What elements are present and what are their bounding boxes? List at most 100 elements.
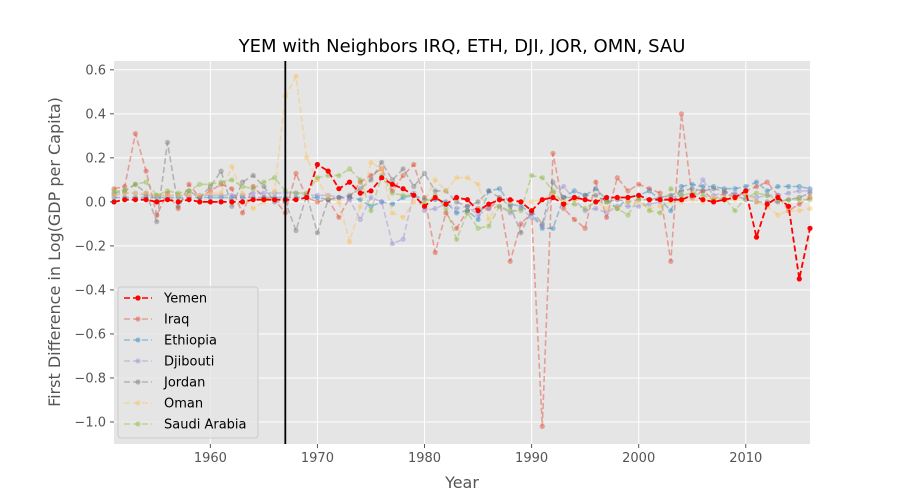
point-oman <box>711 194 717 201</box>
point-oman <box>239 190 246 196</box>
point-jordan <box>336 194 342 201</box>
point-iraq <box>507 258 513 264</box>
point-ethiopia <box>550 225 556 231</box>
point-iraq <box>154 212 160 218</box>
point-yemen <box>807 225 813 231</box>
point-iraq <box>132 131 138 137</box>
point-ethiopia <box>496 186 503 192</box>
point-djibouti <box>293 190 299 196</box>
point-djibouti <box>582 208 588 214</box>
point-djibouti <box>357 216 363 223</box>
point-iraq <box>753 183 760 190</box>
point-djibouti <box>529 214 535 220</box>
point-saudi-arabia <box>443 205 449 212</box>
point-iraq <box>604 214 610 220</box>
point-yemen <box>743 188 749 194</box>
point-saudi-arabia <box>614 205 620 212</box>
point-saudi-arabia <box>678 192 685 198</box>
point-iraq <box>111 186 117 192</box>
point-djibouti <box>539 223 545 229</box>
point-saudi-arabia <box>518 208 524 214</box>
point-iraq <box>518 221 524 227</box>
point-jordan <box>593 192 599 198</box>
point-iraq <box>764 179 770 185</box>
point-djibouti <box>132 190 138 196</box>
legend-label: Iraq <box>164 313 189 328</box>
point-jordan <box>700 188 706 194</box>
point-jordan <box>550 179 556 185</box>
point-djibouti <box>753 194 760 201</box>
point-djibouti <box>721 190 727 196</box>
point-iraq <box>700 188 706 194</box>
point-saudi-arabia <box>122 188 128 194</box>
point-ethiopia <box>325 197 331 203</box>
point-saudi-arabia <box>464 210 470 216</box>
point-iraq <box>389 188 395 194</box>
point-djibouti <box>314 192 320 198</box>
point-jordan <box>432 188 438 194</box>
point-yemen <box>507 197 513 203</box>
point-ethiopia <box>336 194 342 201</box>
point-ethiopia <box>486 188 492 194</box>
point-yemen <box>486 201 492 207</box>
legend-swatch-marker <box>135 400 141 406</box>
point-oman <box>314 177 320 183</box>
point-djibouti <box>507 210 513 216</box>
point-jordan <box>689 186 695 192</box>
point-jordan <box>111 190 117 196</box>
point-saudi-arabia <box>229 177 235 183</box>
point-ethiopia <box>475 216 481 223</box>
point-djibouti <box>646 201 653 207</box>
point-jordan <box>261 183 267 190</box>
point-yemen <box>796 276 802 282</box>
point-saudi-arabia <box>400 192 406 198</box>
legend-label: Saudi Arabia <box>164 418 247 433</box>
point-iraq <box>229 186 235 192</box>
point-yemen <box>475 208 481 214</box>
point-yemen <box>571 194 578 201</box>
point-oman <box>614 205 620 212</box>
point-iraq <box>432 249 438 256</box>
point-ethiopia <box>400 194 406 201</box>
point-jordan <box>218 168 224 174</box>
point-yemen <box>293 197 299 203</box>
legend-swatch-marker <box>135 316 141 322</box>
point-yemen <box>261 197 267 203</box>
point-djibouti <box>336 194 342 201</box>
point-yemen <box>314 161 320 168</box>
point-jordan <box>678 188 685 194</box>
point-oman <box>164 192 171 198</box>
x-tick-label: 2010 <box>729 451 762 466</box>
point-oman <box>486 216 492 223</box>
point-saudi-arabia <box>261 179 267 185</box>
point-saudi-arabia <box>357 177 363 183</box>
point-ethiopia <box>389 201 395 207</box>
legend-item: Saudi Arabia <box>124 418 247 433</box>
point-jordan <box>250 172 256 179</box>
point-yemen <box>207 199 213 205</box>
point-iraq <box>325 197 331 203</box>
point-djibouti <box>711 192 717 198</box>
series-line-oman <box>113 73 811 245</box>
point-jordan <box>464 203 470 209</box>
x-tick-label: 2000 <box>622 451 655 466</box>
point-jordan <box>347 192 353 198</box>
y-tick-label: −1.0 <box>74 415 106 430</box>
point-oman <box>389 210 395 216</box>
point-oman <box>807 205 813 212</box>
point-ethiopia <box>347 194 353 201</box>
point-saudi-arabia <box>786 197 792 203</box>
point-oman <box>604 205 610 212</box>
point-yemen <box>304 194 310 201</box>
x-tick-label: 1970 <box>301 451 334 466</box>
point-iraq <box>122 183 128 190</box>
point-jordan <box>582 192 588 198</box>
point-iraq <box>400 172 406 179</box>
x-axis-label: Year <box>444 473 479 492</box>
point-saudi-arabia <box>646 208 653 214</box>
point-yemen <box>614 194 620 201</box>
legend-label: Djibouti <box>164 355 214 370</box>
point-djibouti <box>272 190 278 196</box>
point-iraq <box>582 225 588 231</box>
point-yemen <box>775 194 781 201</box>
